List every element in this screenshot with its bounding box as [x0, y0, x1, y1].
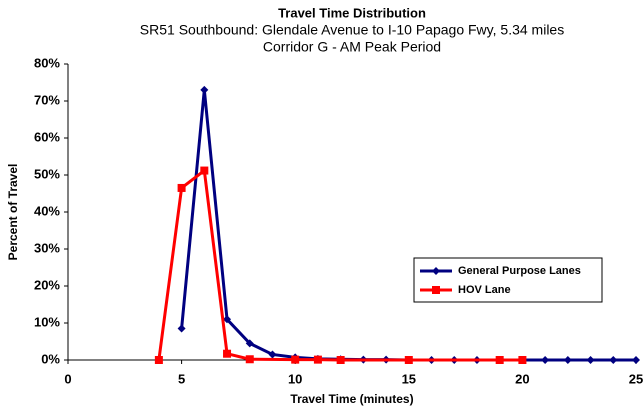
data-point — [518, 356, 527, 364]
data-point — [632, 356, 640, 364]
legend-label: General Purpose Lanes — [458, 265, 581, 277]
y-tick-label: 20% — [34, 277, 60, 292]
y-axis-title: Percent of Travel — [6, 164, 20, 261]
data-point — [200, 166, 209, 175]
y-tick-label: 40% — [34, 203, 60, 218]
x-tick-label: 10 — [288, 371, 302, 386]
data-point — [223, 315, 232, 324]
y-tick-label: 50% — [34, 166, 60, 181]
legend-label: HOV Lane — [458, 284, 511, 296]
chart-title: Travel Time Distribution — [278, 5, 426, 20]
legend-marker — [432, 267, 440, 275]
data-point — [541, 356, 550, 364]
data-point — [495, 356, 504, 364]
data-point — [245, 355, 254, 364]
data-point — [404, 356, 413, 364]
y-tick-label: 10% — [34, 314, 60, 329]
data-point — [177, 324, 186, 333]
data-point — [200, 85, 209, 94]
data-point — [177, 183, 186, 192]
y-tick-label: 0% — [41, 351, 60, 366]
chart-subtitle: SR51 Southbound: Glendale Avenue to I-10… — [140, 22, 564, 38]
data-point — [313, 355, 322, 364]
data-point — [563, 356, 572, 364]
legend-box — [413, 257, 603, 303]
y-tick-label: 60% — [34, 129, 60, 144]
y-tick-label: 80% — [34, 55, 60, 70]
data-point — [245, 339, 254, 348]
chart-subtitle: Corridor G - AM Peak Period — [263, 39, 441, 55]
data-point — [223, 349, 232, 358]
y-tick-label: 30% — [34, 240, 60, 255]
series-line — [180, 89, 636, 362]
data-point — [291, 355, 300, 364]
data-point — [336, 356, 345, 364]
x-tick-label: 25 — [629, 371, 643, 386]
x-tick-label: 15 — [402, 371, 416, 386]
x-tick-label: 0 — [64, 371, 71, 386]
data-point — [268, 350, 277, 359]
data-point — [609, 356, 618, 364]
y-tick-label: 70% — [34, 92, 60, 107]
x-tick-label: 5 — [178, 371, 185, 386]
data-point — [586, 356, 595, 364]
x-tick-label: 20 — [515, 371, 529, 386]
legend-marker — [432, 286, 440, 294]
x-axis-title: Travel Time (minutes) — [290, 392, 413, 406]
data-point — [154, 356, 163, 364]
